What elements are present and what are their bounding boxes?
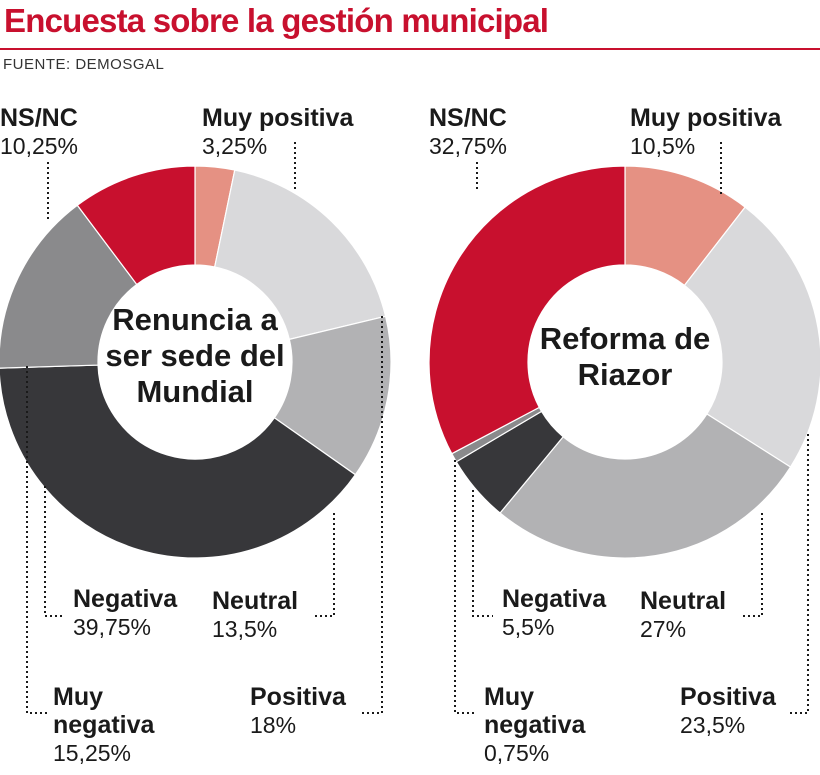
label-positiva: Positiva	[250, 683, 347, 711]
value-positiva: 23,5%	[680, 712, 745, 738]
value-muy-positiva: 3,25%	[202, 133, 267, 159]
leader-line-negativa	[44, 486, 65, 617]
label-neutral: Neutral	[212, 587, 298, 615]
value-muy-positiva: 10,5%	[630, 133, 695, 159]
leader-line-positiva	[362, 316, 383, 714]
value-muy-negativa: 15,25%	[53, 740, 131, 766]
source-note: FUENTE: DEMOSGAL	[3, 56, 165, 73]
slice-positiva	[683, 206, 820, 468]
slice-neutral	[499, 413, 792, 559]
slice-negativa	[0, 364, 357, 559]
label-muy-negativa: Muy negativa	[53, 683, 156, 739]
leader-line-negativa	[472, 490, 493, 617]
slice-ns-nc	[76, 165, 196, 286]
donut-center-title: Renuncia a ser sede del Mundial	[105, 302, 284, 409]
label-ns-nc: NS/NC	[429, 104, 507, 132]
value-muy-negativa: 0,75%	[484, 740, 549, 766]
value-negativa: 5,5%	[502, 614, 554, 640]
label-positiva: Positiva	[680, 683, 777, 711]
donut-chart-1: Renuncia a ser sede del Mundial Muy positiv…	[0, 104, 392, 766]
leader-line-muy-negativa	[454, 460, 475, 714]
slice-muy-negativa	[0, 204, 138, 369]
value-positiva: 18%	[250, 712, 296, 738]
leader-line-muy-negativa	[26, 366, 47, 714]
label-muy-positiva: Muy positiva	[630, 104, 783, 132]
label-negativa: Negativa	[73, 585, 178, 613]
value-negativa: 39,75%	[73, 614, 151, 640]
slice-ns-nc	[428, 165, 626, 455]
leader-line-positiva	[788, 434, 809, 714]
donut-center-title: Reforma de Riazor	[540, 321, 711, 392]
value-ns-nc: 10,25%	[0, 133, 78, 159]
leader-line-neutral	[314, 513, 335, 617]
label-muy-positiva: Muy positiva	[202, 104, 355, 132]
slice-positiva	[213, 169, 387, 341]
label-negativa: Negativa	[502, 585, 607, 613]
leader-line-neutral	[742, 513, 763, 617]
value-neutral: 13,5%	[212, 616, 277, 642]
label-muy-negativa: Muy negativa	[484, 683, 587, 739]
label-ns-nc: NS/NC	[0, 104, 78, 132]
title-rule	[0, 48, 820, 50]
value-ns-nc: 32,75%	[429, 133, 507, 159]
chart-title: Encuesta sobre la gestión municipal	[4, 2, 549, 39]
value-neutral: 27%	[640, 616, 686, 642]
label-neutral: Neutral	[640, 587, 726, 615]
